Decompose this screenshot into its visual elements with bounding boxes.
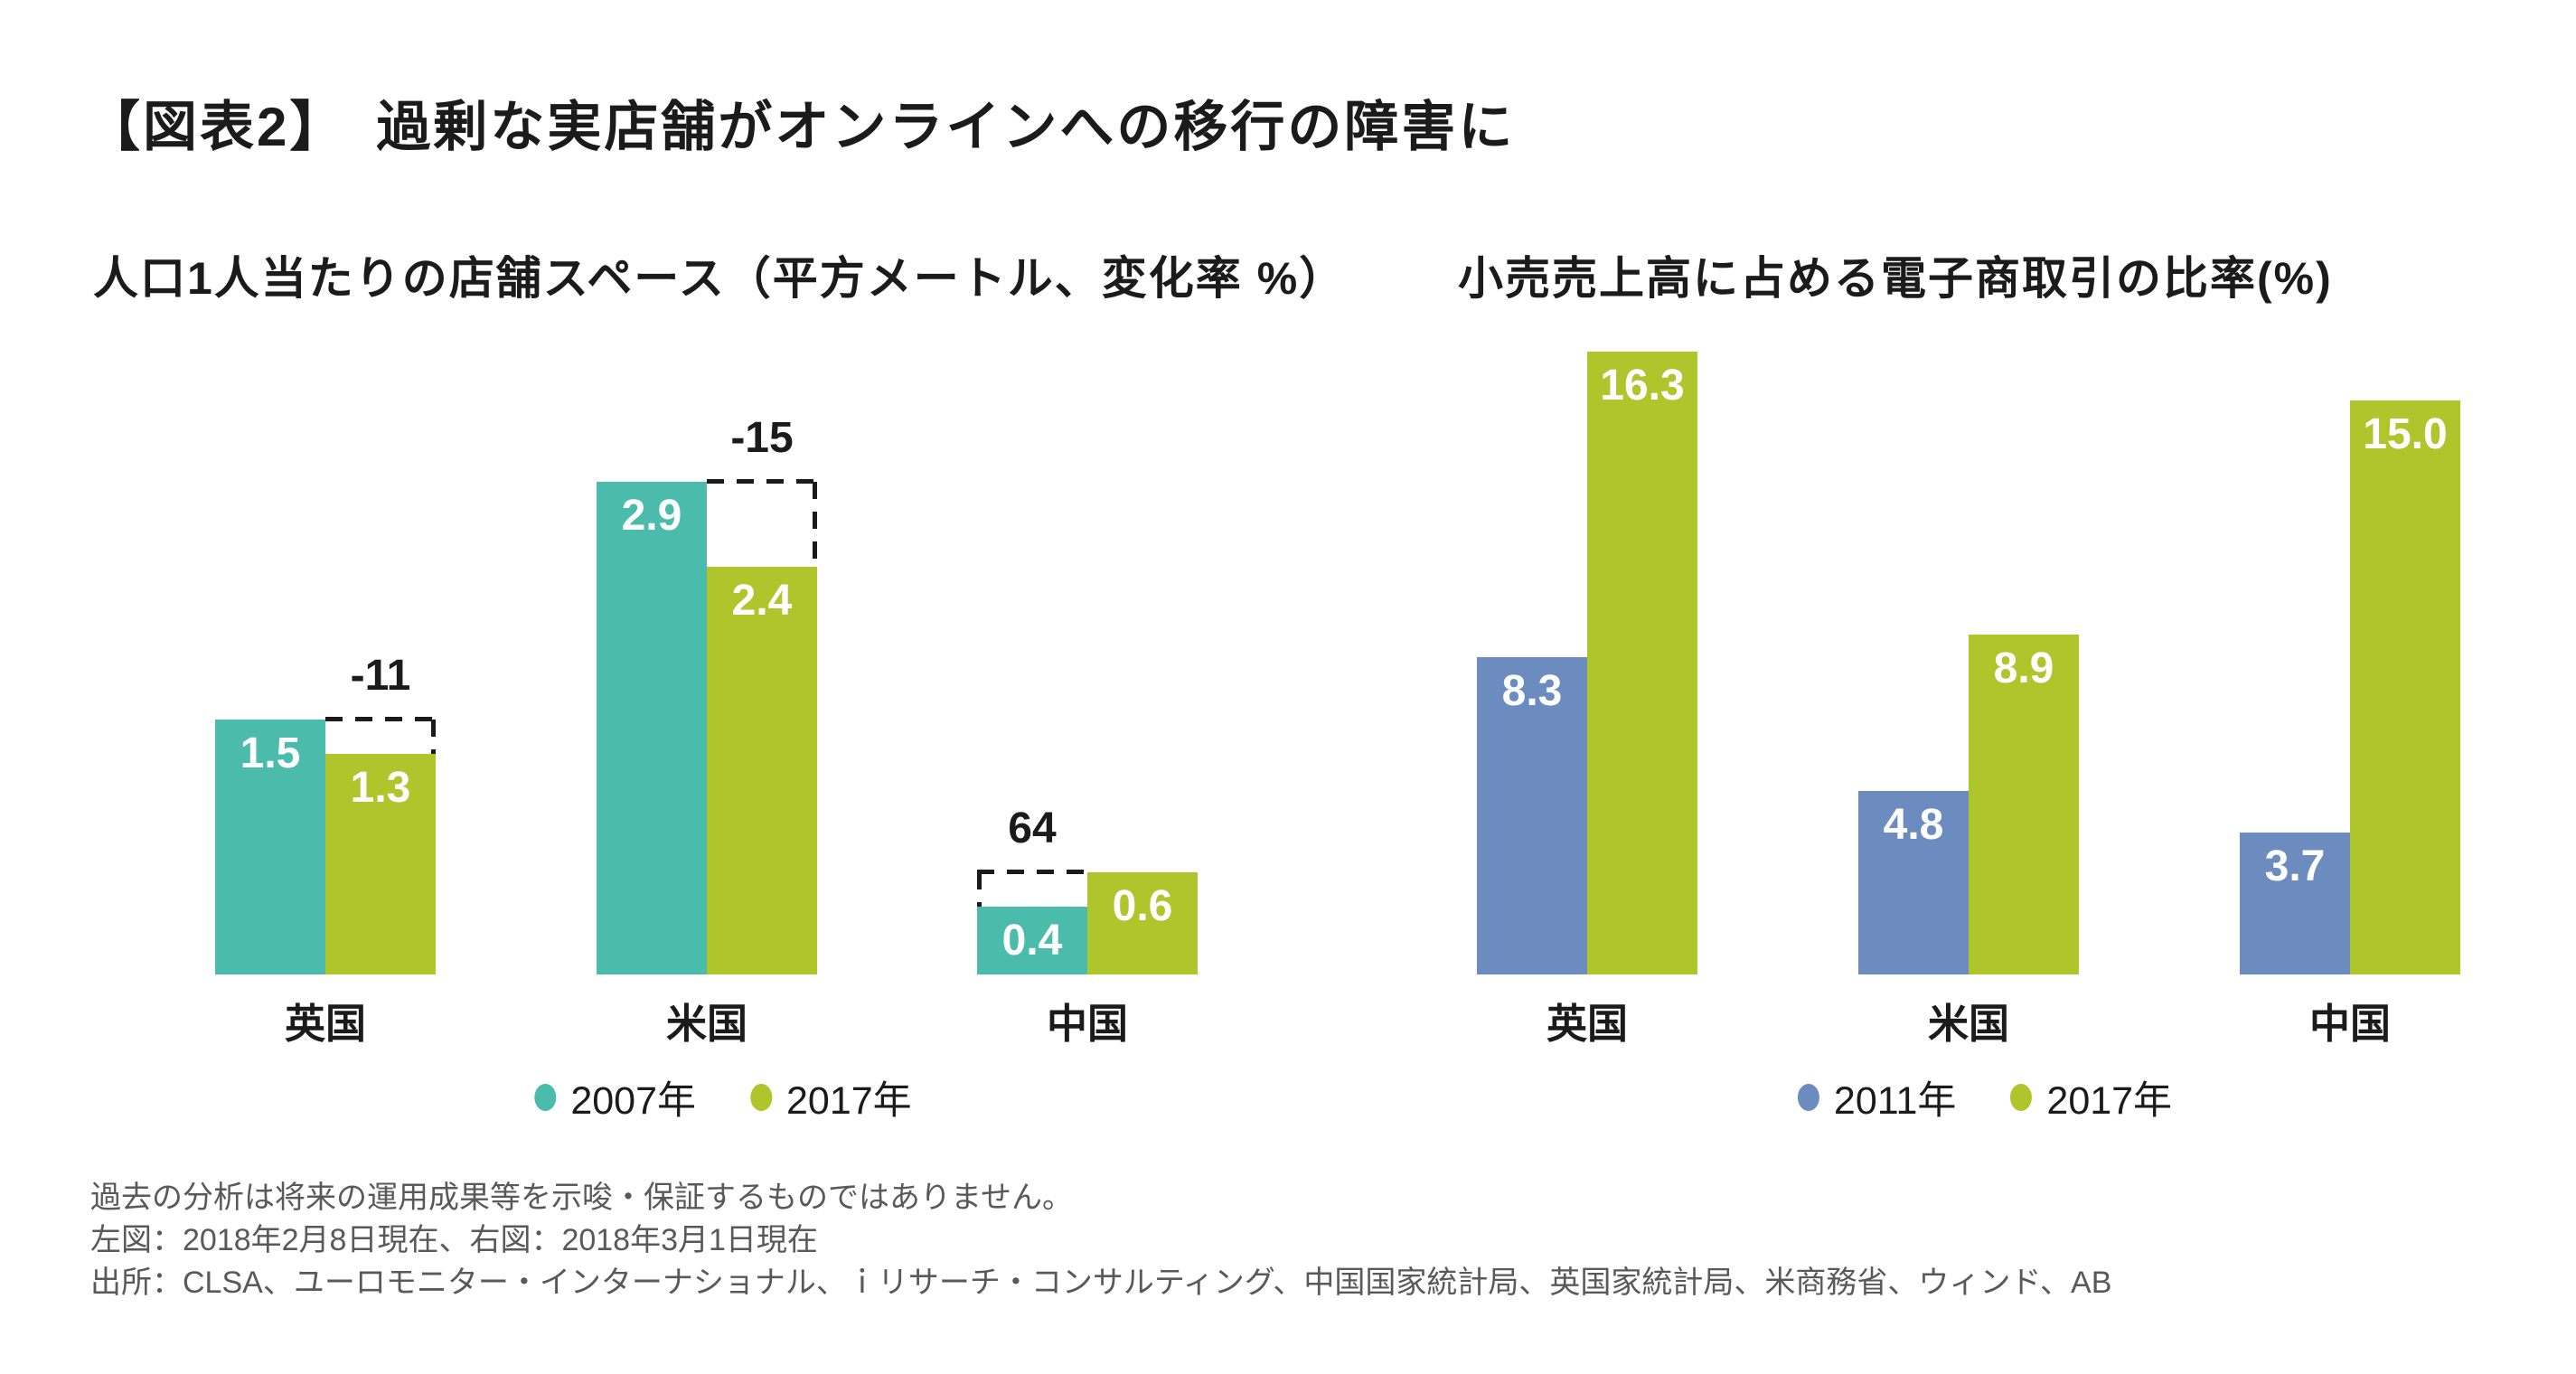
- footer-as-of-dates: 左図：2018年2月8日現在、右図：2018年3月1日現在: [90, 1222, 818, 1257]
- store-space-chart-value-us-2017: 2.4: [731, 577, 793, 625]
- store-space-chart-change-bracket-h-uk: [325, 717, 436, 721]
- store-space-chart-legend-dot-2017: [750, 1084, 772, 1111]
- ecommerce-chart-bar-uk-2017: 16.3: [1587, 352, 1697, 974]
- store-space-chart-bar-china-2017: 0.6: [1087, 872, 1198, 974]
- figure-title: 【図表2】 過剰な実店舗がオンラインへの移行の障害に: [86, 97, 1516, 157]
- ecommerce-chart-legend: 2011年 2017年: [1797, 1069, 2172, 1125]
- store-space-chart-bar-china-2007: 0.4: [977, 907, 1087, 974]
- store-space-chart-bar-uk-2017: 1.3: [325, 754, 436, 974]
- store-space-chart-value-us-2007: 2.9: [621, 492, 682, 540]
- store-space-chart-title: 人口1人当たりの店舗スペース（平方メートル、変化率 %）: [93, 253, 1347, 304]
- store-space-chart-change-bracket-h-us: [707, 479, 817, 484]
- ecommerce-chart-value-uk-2017: 16.3: [1600, 362, 1685, 409]
- store-space-chart-value-uk-2017: 1.3: [350, 764, 411, 812]
- store-space-chart-change-value-us: -15: [730, 414, 794, 462]
- ecommerce-chart-value-uk-2011: 8.3: [1501, 667, 1563, 715]
- store-space-chart-legend-item-2007: 2007年: [534, 1069, 696, 1125]
- ecommerce-chart-legend-item-2017: 2017年: [2010, 1069, 2172, 1125]
- store-space-chart-legend-label-2007: 2007年: [570, 1079, 696, 1123]
- store-space-chart-change-bracket-h-china: [977, 870, 1087, 874]
- ecommerce-chart-category-uk: 英国: [1546, 1001, 1628, 1047]
- ecommerce-chart-bar-us-2011: 4.8: [1858, 791, 1969, 974]
- ecommerce-chart-bar-china-2017: 15.0: [2350, 400, 2460, 974]
- footer-notes: 過去の分析は将来の運用成果等を示唆・保証するものではありません。 左図：2018…: [90, 1177, 2111, 1304]
- store-space-chart-bar-uk-2007: 1.5: [215, 720, 325, 974]
- store-space-chart-value-china-2007: 0.4: [1001, 917, 1063, 965]
- ecommerce-chart-value-china-2011: 3.7: [2264, 842, 2326, 890]
- footer-disclaimer: 過去の分析は将来の運用成果等を示唆・保証するものではありません。: [90, 1181, 1073, 1215]
- ecommerce-chart-value-china-2017: 15.0: [2363, 410, 2448, 458]
- store-space-chart-legend-dot-2007: [534, 1084, 557, 1111]
- store-space-chart-legend-item-2017: 2017年: [750, 1069, 912, 1125]
- ecommerce-chart-value-us-2011: 4.8: [1883, 801, 1944, 849]
- ecommerce-chart-bar-uk-2011: 8.3: [1477, 657, 1587, 974]
- ecommerce-chart-category-china: 中国: [2308, 1001, 2391, 1047]
- ecommerce-chart-legend-label-2017: 2017年: [2046, 1079, 2173, 1123]
- ecommerce-chart-category-us: 米国: [1927, 1001, 2009, 1047]
- store-space-chart-bar-us-2007: 2.9: [597, 482, 707, 974]
- ecommerce-chart-legend-dot-2011: [1797, 1084, 1819, 1111]
- footer-source: 出所：CLSA、ユーロモニター・インターナショナル、ｉリサーチ・コンサルティング…: [90, 1265, 2112, 1300]
- store-space-chart-category-china: 中国: [1046, 1001, 1128, 1047]
- store-space-chart-category-uk: 英国: [284, 1001, 366, 1047]
- ecommerce-chart-legend-item-2011: 2011年: [1797, 1069, 1957, 1125]
- store-space-chart-change-bracket-v-china: [977, 872, 982, 907]
- ecommerce-chart-value-us-2017: 8.9: [1993, 645, 2054, 692]
- store-space-chart-change-bracket-v-uk: [431, 720, 436, 754]
- store-space-chart-change-value-uk: -11: [350, 652, 411, 700]
- ecommerce-chart-bar-us-2017: 8.9: [1969, 635, 2079, 974]
- store-space-chart-category-us: 米国: [665, 1001, 747, 1047]
- store-space-chart-value-uk-2007: 1.5: [240, 729, 301, 777]
- ecommerce-chart-bar-china-2011: 3.7: [2240, 833, 2350, 974]
- ecommerce-chart-legend-dot-2017: [2010, 1084, 2033, 1111]
- store-space-chart-change-bracket-v-us: [813, 482, 817, 567]
- store-space-chart-bar-us-2017: 2.4: [707, 567, 817, 974]
- store-space-chart-legend: 2007年 2017年: [534, 1069, 912, 1125]
- store-space-chart-change-value-china: 64: [1008, 805, 1057, 852]
- store-space-chart-legend-label-2017: 2017年: [786, 1079, 912, 1123]
- store-space-chart-value-china-2017: 0.6: [1112, 882, 1173, 930]
- ecommerce-chart-legend-label-2011: 2011年: [1833, 1079, 1957, 1123]
- ecommerce-chart-title: 小売売上高に占める電子商取引の比率(%): [1458, 253, 2333, 304]
